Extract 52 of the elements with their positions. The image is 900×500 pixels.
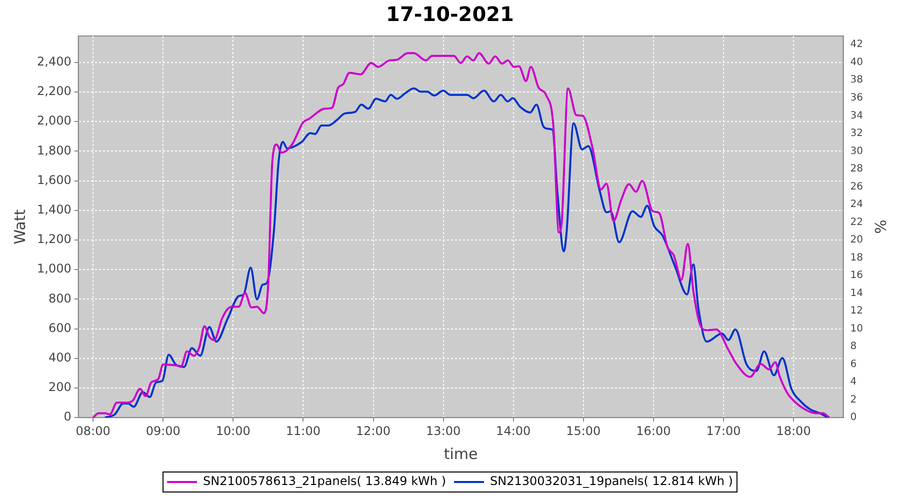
x-tick-label: 18:00 <box>776 424 811 438</box>
y2-tick-label: 18 <box>850 252 864 264</box>
y2-tick-label: 30 <box>850 146 864 157</box>
x-tick-label: 11:00 <box>286 424 321 438</box>
y2-axis-title: % <box>871 220 890 234</box>
y2-tick-label: 36 <box>850 92 864 104</box>
y2-tick-label: 14 <box>850 288 864 299</box>
y-tick-label: 2,200 <box>36 84 72 98</box>
x-tick-label: 09:00 <box>146 424 180 438</box>
y2-tick-label: 34 <box>850 110 864 122</box>
y2-tick-label: 6 <box>850 358 857 370</box>
x-axis-title: time <box>444 444 478 463</box>
legend-label: SN2130032031_19panels( 12.814 kWh ) <box>490 474 733 488</box>
y2-tick-label: 24 <box>850 199 864 210</box>
y2-tick-label: 32 <box>850 128 864 140</box>
y-tick-label: 400 <box>48 350 72 365</box>
y-tick-label: 0 <box>64 410 72 424</box>
x-tick-label: 10:00 <box>216 424 250 438</box>
x-tick-label: 16:00 <box>636 424 671 438</box>
y-tick-label: 1,400 <box>36 202 72 216</box>
y2-tick-label: 22 <box>850 216 864 228</box>
y-tick-label: 1,600 <box>36 172 72 187</box>
y-tick-label: 1,200 <box>36 232 72 246</box>
x-tick-label: 15:00 <box>566 424 601 438</box>
y2-tick-label: 20 <box>850 234 864 246</box>
y2-tick-label: 26 <box>850 181 864 192</box>
y2-tick-label: 42 <box>850 39 864 50</box>
y-axis-title: Watt <box>10 209 29 244</box>
x-tick-label: 17:00 <box>706 424 741 438</box>
x-tick-label: 14:00 <box>496 424 531 438</box>
y-tick-label: 800 <box>48 291 72 306</box>
y2-tick-label: 2 <box>850 394 857 406</box>
y2-tick-label: 4 <box>850 376 857 388</box>
chart-title: 17-10-2021 <box>386 2 514 26</box>
x-tick-label: 08:00 <box>76 424 110 438</box>
y-tick-label: 1,000 <box>36 262 72 276</box>
y2-tick-label: 28 <box>850 164 864 175</box>
y2-tick-label: 10 <box>850 323 864 334</box>
y-tick-label: 200 <box>48 380 72 394</box>
y2-tick-label: 38 <box>850 74 864 86</box>
y2-tick-label: 40 <box>850 56 864 68</box>
legend-label: SN2100578613_21panels( 13.849 kWh ) <box>203 474 446 488</box>
y-tick-label: 600 <box>48 320 72 335</box>
y-tick-label: 1,800 <box>36 143 72 158</box>
y-tick-label: 2,400 <box>36 54 72 68</box>
y2-tick-label: 12 <box>850 306 864 317</box>
y-tick-label: 2,000 <box>36 114 72 128</box>
x-tick-label: 12:00 <box>356 424 391 438</box>
y2-tick-label: 16 <box>850 270 864 282</box>
y2-tick-label: 0 <box>850 412 857 424</box>
x-tick-label: 13:00 <box>426 424 461 438</box>
y2-tick-label: 8 <box>850 341 857 352</box>
